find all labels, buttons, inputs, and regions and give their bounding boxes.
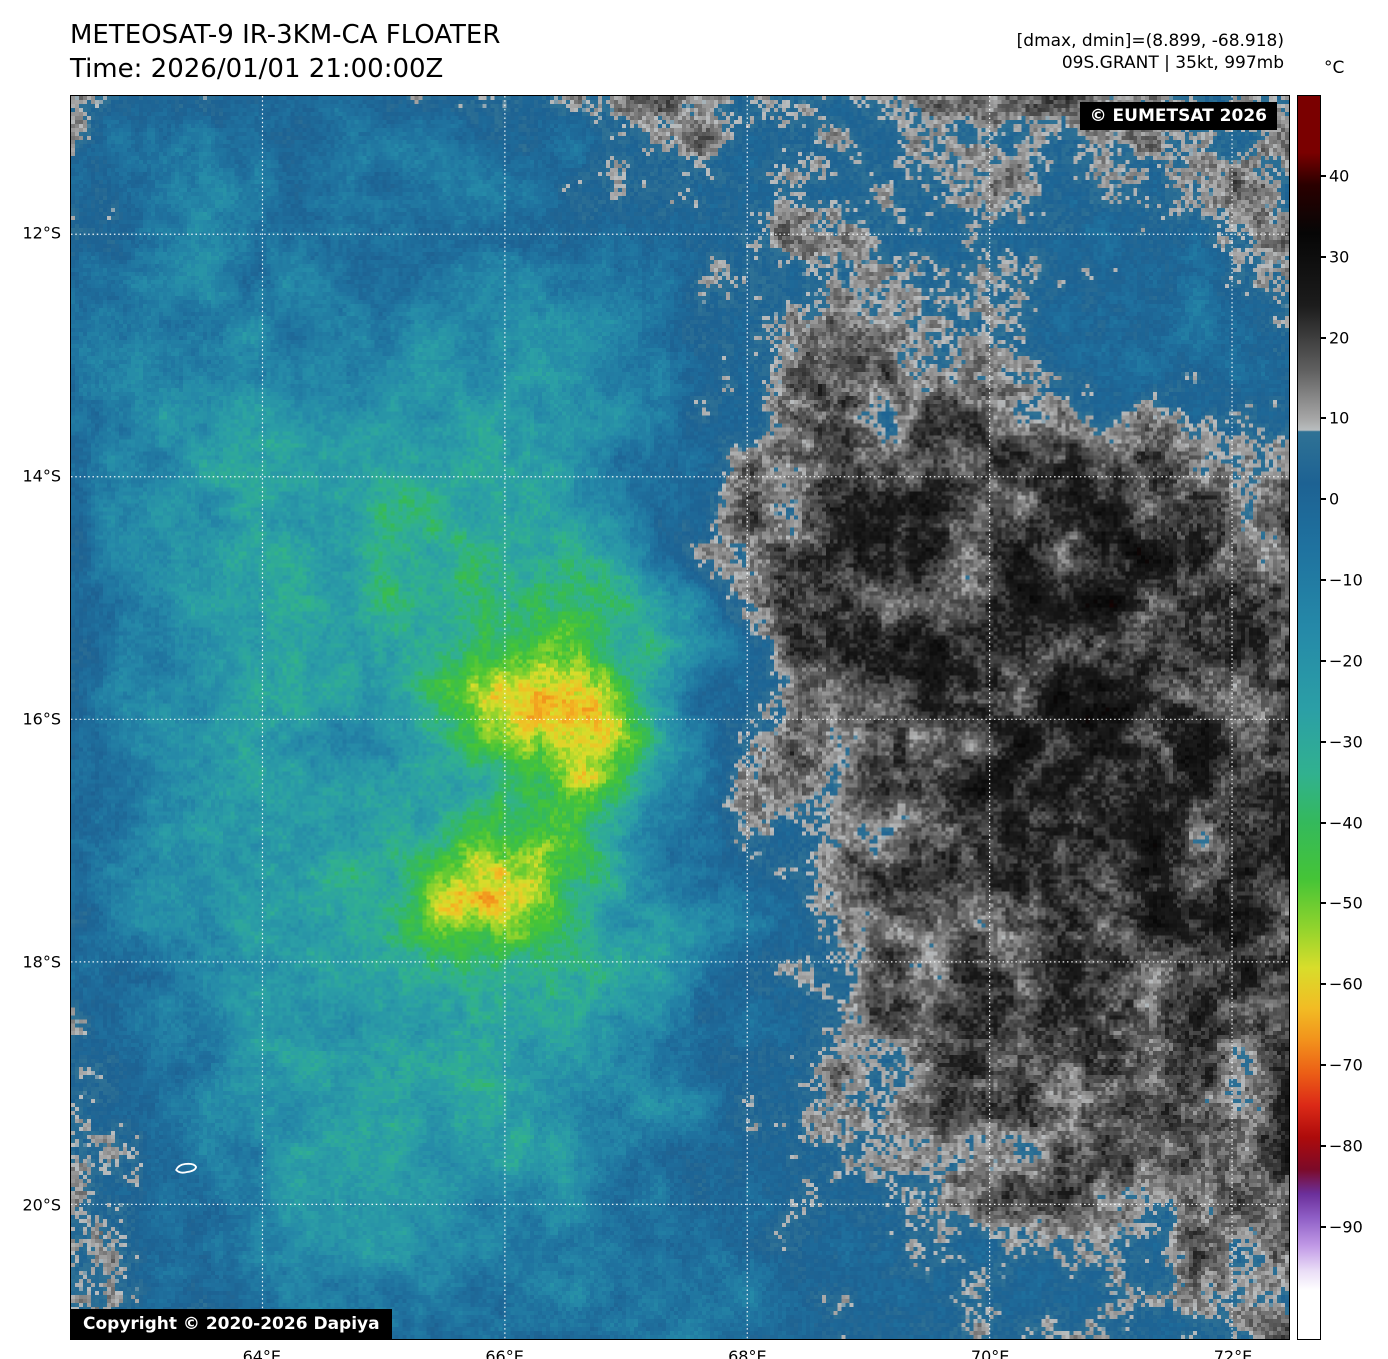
- colorbar-unit-label: °C: [1324, 58, 1345, 78]
- copyright-badge: Copyright © 2020-2026 Dapiya: [71, 1309, 392, 1339]
- y-tick-label-20: 20°S: [22, 1195, 61, 1215]
- colorbar-tick-label--40: −40: [1329, 813, 1363, 833]
- colorbar-tick-label--70: −70: [1329, 1055, 1363, 1075]
- colorbar-gradient: [1298, 96, 1320, 1339]
- colorbar-tick-30: [1321, 255, 1326, 258]
- colorbar-tick-label-20: 20: [1329, 328, 1350, 348]
- info-block: [dmax, dmin]=(8.899, -68.918) 09S.GRANT …: [1017, 30, 1284, 74]
- colorbar-tick-0: [1321, 498, 1326, 501]
- colorbar-tick--40: [1321, 821, 1326, 824]
- y-tick-label-16: 16°S: [22, 709, 61, 729]
- colorbar-tick-label-30: 30: [1329, 247, 1350, 267]
- y-tick-label-12: 12°S: [22, 223, 61, 243]
- y-tick-label-18: 18°S: [22, 952, 61, 972]
- colorbar-tick-label--50: −50: [1329, 893, 1363, 913]
- colorbar-tick-label-10: 10: [1329, 408, 1350, 428]
- colorbar-tick-label--90: −90: [1329, 1217, 1363, 1237]
- eumetsat-watermark: © EUMETSAT 2026: [1079, 102, 1277, 130]
- colorbar-tick-label--20: −20: [1329, 651, 1363, 671]
- colorbar-tick--70: [1321, 1064, 1326, 1067]
- colorbar-tick-label-40: 40: [1329, 166, 1350, 186]
- colorbar-tick-label--80: −80: [1329, 1136, 1363, 1156]
- colorbar-tick-40: [1321, 174, 1326, 177]
- x-tick-label-64: 64°E: [242, 1347, 282, 1359]
- colorbar-tick--10: [1321, 579, 1326, 582]
- satellite-image-canvas: [71, 96, 1289, 1339]
- x-tick-label-72: 72°E: [1213, 1347, 1253, 1359]
- colorbar-tick-label-0: 0: [1329, 489, 1340, 509]
- y-tick-label-14: 14°S: [22, 466, 61, 486]
- colorbar-tick-20: [1321, 336, 1326, 339]
- colorbar-tick-10: [1321, 417, 1326, 420]
- satellite-map: © EUMETSAT 2026 Copyright © 2020-2026 Da…: [70, 95, 1290, 1340]
- colorbar-tick--50: [1321, 902, 1326, 905]
- colorbar-tick--80: [1321, 1144, 1326, 1147]
- colorbar-tick--30: [1321, 740, 1326, 743]
- title-block: METEOSAT-9 IR-3KM-CA FLOATER Time: 2026/…: [70, 18, 500, 86]
- colorbar-tick-label--30: −30: [1329, 732, 1363, 752]
- colorbar-tick-label--60: −60: [1329, 974, 1363, 994]
- time-subtitle: Time: 2026/01/01 21:00:00Z: [70, 54, 444, 84]
- x-tick-label-66: 66°E: [485, 1347, 524, 1359]
- colorbar-tick--20: [1321, 659, 1326, 662]
- x-tick-label-68: 68°E: [728, 1347, 767, 1359]
- x-tick-label-70: 70°E: [970, 1347, 1010, 1359]
- colorbar-tick-label--10: −10: [1329, 570, 1363, 590]
- colorbar-tick--90: [1321, 1225, 1326, 1228]
- colorbar-tick--60: [1321, 983, 1326, 986]
- storm-info-readout: 09S.GRANT | 35kt, 997mb: [1061, 53, 1284, 73]
- colorbar: [1297, 95, 1321, 1340]
- page-title: METEOSAT-9 IR-3KM-CA FLOATER: [70, 20, 501, 50]
- dmax-dmin-readout: [dmax, dmin]=(8.899, -68.918): [1016, 31, 1284, 51]
